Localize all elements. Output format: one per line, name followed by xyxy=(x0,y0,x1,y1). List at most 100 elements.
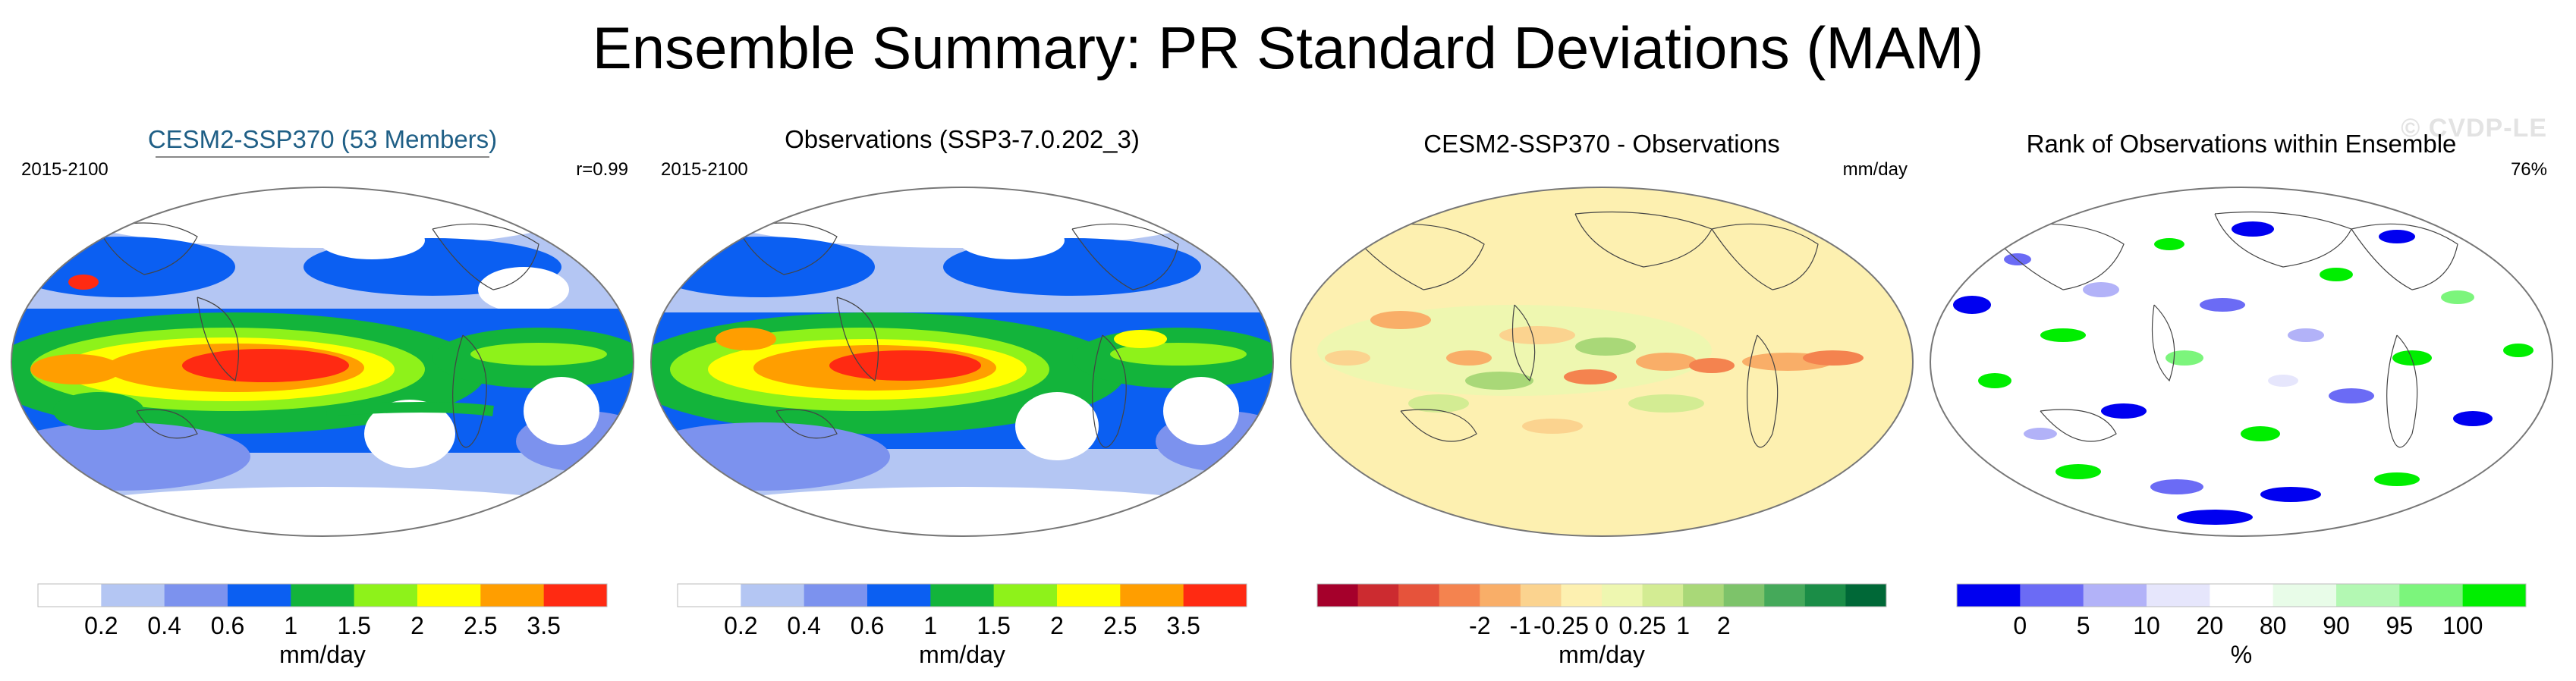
colorbar-swatch xyxy=(804,584,868,607)
colorbar-swatch xyxy=(2020,584,2084,607)
units-label: mm/day xyxy=(1842,159,1908,180)
colorbar-swatch xyxy=(1520,584,1562,607)
title-underline xyxy=(156,156,489,158)
period-label: 2015-2100 xyxy=(21,159,109,180)
colorbar-tick-label: -2 xyxy=(1469,612,1490,639)
colorbar-tick-label: 0.2 xyxy=(724,612,757,639)
colorbar-swatch xyxy=(1480,584,1521,607)
colorbar-tick-label: -0.25 xyxy=(1533,612,1589,639)
colorbar-tick-label: 0.4 xyxy=(787,612,820,639)
colorbar: 0 5 10 20 80 90 95 100% xyxy=(1956,583,2527,667)
colorbar: 0.2 0.4 0.6 1 1.5 2 2.5 3.5 mm/day xyxy=(677,583,1247,667)
rank-speckles xyxy=(1953,221,2534,525)
colorbar-swatch xyxy=(1317,584,1359,607)
colorbar-tick-label: -1 xyxy=(1510,612,1531,639)
colorbar-swatch xyxy=(2083,584,2147,607)
colorbar-swatch xyxy=(2272,584,2337,607)
colorbar-swatch xyxy=(101,584,165,607)
colorbar-swatch xyxy=(1845,584,1887,607)
colorbar-tick-label: 0.4 xyxy=(147,612,181,639)
colorbar-swatch xyxy=(1357,584,1399,607)
colorbar-tick-label: 1.5 xyxy=(977,612,1010,639)
colorbar-tick-label: 2 xyxy=(1050,612,1064,639)
colorbar-tick-label: 0 xyxy=(1595,612,1609,639)
colorbar-tick-label: 0.2 xyxy=(84,612,118,639)
colorbar-swatch xyxy=(867,584,931,607)
colorbar-swatch xyxy=(354,584,418,607)
colorbar-swatch xyxy=(2462,584,2527,607)
colorbar-tick-label: 1 xyxy=(284,612,297,639)
panel-title: CESM2-SSP370 - Observations xyxy=(1423,130,1780,158)
colorbar-tick-label: 0.25 xyxy=(1618,612,1665,639)
panel-ensemble: CESM2-SSP370 (53 Members) 2015-2100 r=0.… xyxy=(8,114,637,675)
observations-std-map xyxy=(650,187,1274,537)
colorbar-tick-label: 5 xyxy=(2077,612,2090,639)
colorbar-tick-label: 2 xyxy=(410,612,424,639)
panel-title: Observations (SSP3-7.0.202_3) xyxy=(785,125,1140,153)
colorbar-tick-label: 95 xyxy=(2386,612,2414,639)
watermark-logo: © CVDP-LE xyxy=(2401,114,2547,143)
figure-title: Ensemble Summary: PR Standard Deviations… xyxy=(592,14,1984,81)
colorbar-swatch xyxy=(1723,584,1765,607)
colorbar-swatch xyxy=(1764,584,1806,607)
colorbar-frame xyxy=(677,583,1247,607)
colorbar-tick-label: 2.5 xyxy=(1103,612,1137,639)
colorbar-unit-label: mm/day xyxy=(1558,641,1645,667)
panel-rank: © CVDP-LE Rank of Observations within En… xyxy=(1926,114,2556,675)
colorbar-unit-label: mm/day xyxy=(919,641,1005,667)
colorbar-tick-label: 3.5 xyxy=(527,612,560,639)
colorbar-tick-label: 3.5 xyxy=(1166,612,1200,639)
colorbar-tick-label: 0 xyxy=(2013,612,2027,639)
colorbar: 0.2 0.4 0.6 1 1.5 2 2.5 3.5 mm/day xyxy=(37,583,608,667)
colorbar-swatch xyxy=(1439,584,1480,607)
colorbar-swatch xyxy=(480,584,545,607)
period-label: 2015-2100 xyxy=(661,159,748,180)
colorbar-frame xyxy=(1316,583,1887,607)
colorbar-tick-label: 2 xyxy=(1717,612,1731,639)
colorbar-tick-label: 10 xyxy=(2133,612,2160,639)
percent-label: 76% xyxy=(2510,159,2547,180)
colorbar-swatch xyxy=(1957,584,2021,607)
colorbar-swatch xyxy=(678,584,741,607)
colorbar-unit-label: mm/day xyxy=(279,641,366,667)
colorbar-swatch xyxy=(1120,584,1184,607)
colorbar-swatch xyxy=(164,584,228,607)
panel-title: CESM2-SSP370 (53 Members) xyxy=(147,125,498,153)
ensemble-std-map xyxy=(11,187,634,537)
correlation-label: r=0.99 xyxy=(576,159,628,180)
colorbar-swatch xyxy=(2336,584,2400,607)
colorbar-tick-label: 80 xyxy=(2260,612,2287,639)
colorbar-swatch xyxy=(1057,584,1121,607)
colorbar-tick-label: 2.5 xyxy=(464,612,497,639)
colorbar-swatch xyxy=(1642,584,1684,607)
colorbar-tick-label: 1 xyxy=(923,612,937,639)
colorbar-swatch xyxy=(741,584,805,607)
panel-observations: Observations (SSP3-7.0.202_3) 2015-2100 xyxy=(647,114,1277,675)
colorbar-tick-label: 0.6 xyxy=(211,612,244,639)
colorbar-swatch xyxy=(543,584,608,607)
difference-map xyxy=(1290,187,1914,537)
colorbar-swatch xyxy=(291,584,355,607)
panel-title: Rank of Observations within Ensemble xyxy=(2026,130,2457,158)
colorbar-swatch xyxy=(38,584,102,607)
colorbar-tick-label: 0.6 xyxy=(851,612,884,639)
panel-difference: CESM2-SSP370 - Observations mm/day xyxy=(1287,114,1917,675)
colorbar-swatch xyxy=(228,584,291,607)
colorbar-tick-label: 20 xyxy=(2197,612,2224,639)
colorbar-frame xyxy=(37,583,608,607)
rank-map xyxy=(1930,187,2553,537)
colorbar-swatch xyxy=(1183,584,1247,607)
colorbar: -2 -1 -0.25 0 0.25 1 2 mm/day xyxy=(1316,583,1887,667)
colorbar-swatch xyxy=(2147,584,2210,607)
colorbar-swatch xyxy=(417,584,481,607)
colorbar-swatch xyxy=(2210,584,2274,607)
colorbar-swatch xyxy=(1561,584,1603,607)
colorbar-tick-label: 1 xyxy=(1676,612,1690,639)
colorbar-unit-label: % xyxy=(2231,641,2252,667)
colorbar-swatch xyxy=(1804,584,1846,607)
colorbar-tick-label: 90 xyxy=(2323,612,2350,639)
colorbar-tick-label: 1.5 xyxy=(337,612,370,639)
colorbar-swatch xyxy=(1602,584,1643,607)
colorbar-swatch xyxy=(930,584,995,607)
colorbar-swatch xyxy=(1683,584,1725,607)
